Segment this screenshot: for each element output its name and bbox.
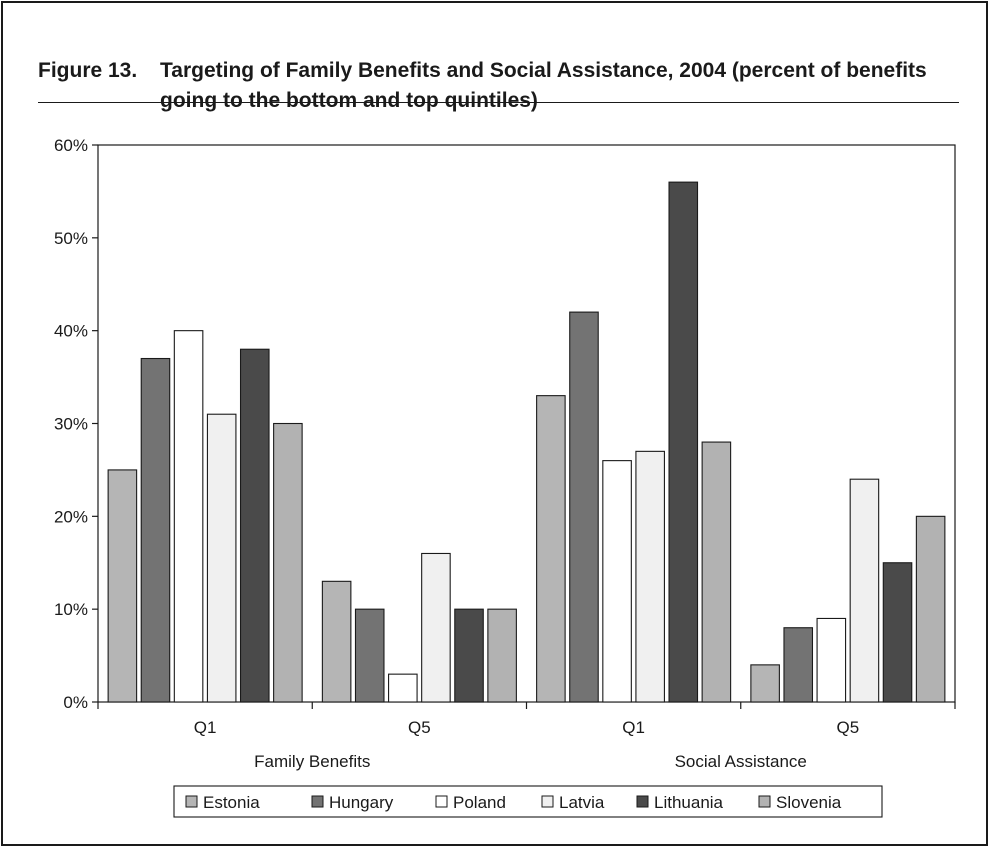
legend-swatch [185,795,198,808]
group-label: Family Benefits [254,752,370,771]
bar [487,608,517,703]
bar [536,395,566,703]
bar [882,562,913,703]
bar [701,441,732,703]
legend-label: Slovenia [776,793,842,812]
y-tick-label: 50% [54,229,88,248]
bar [173,330,204,703]
x-tick-label: Q1 [622,718,645,737]
bar [816,617,847,703]
bar [321,580,352,703]
legend-swatch [435,795,448,808]
y-tick-label: 0% [63,693,88,712]
figure-title-text: Targeting of Family Benefits and Social … [160,59,927,112]
bar [915,515,946,703]
y-tick-label: 40% [54,322,88,341]
bar [668,181,699,703]
bar [569,311,599,703]
figure-title: Figure 13. Targeting of Family Benefits … [38,56,968,116]
y-tick-label: 10% [54,600,88,619]
title-rule [38,102,959,103]
legend-swatch [636,795,649,808]
bar [454,608,484,703]
legend-swatch [541,795,554,808]
bar [602,460,632,703]
bar [140,357,171,703]
bar [849,478,880,703]
y-tick-label: 60% [54,136,88,155]
bar [421,552,451,703]
bar [239,348,270,703]
x-tick-label: Q5 [837,718,860,737]
x-tick-label: Q1 [194,718,217,737]
bar [750,664,780,703]
legend-label: Latvia [559,793,605,812]
bar [107,469,138,703]
y-tick-label: 20% [54,507,88,526]
y-tick-label: 30% [54,415,88,434]
figure-number: Figure 13. [38,59,138,82]
bar [635,450,665,703]
bar [206,413,237,703]
group-label: Social Assistance [675,752,807,771]
legend-label: Lithuania [654,793,724,812]
x-tick-label: Q5 [408,718,431,737]
legend-swatch [311,795,324,808]
bar [273,422,303,703]
bar [354,608,385,703]
legend-label: Poland [453,793,506,812]
bar [388,673,418,703]
legend-label: Estonia [203,793,260,812]
legend-swatch [758,795,771,808]
legend-label: Hungary [329,793,394,812]
bar [783,627,814,703]
